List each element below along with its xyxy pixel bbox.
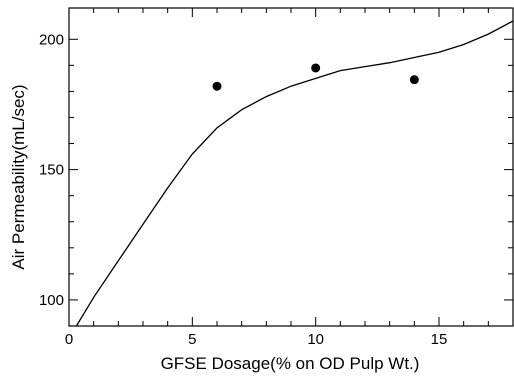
x-tick-label: 5 xyxy=(188,331,196,348)
data-point xyxy=(212,81,222,91)
plot-frame xyxy=(68,7,514,327)
fitted-curve-group xyxy=(75,20,514,327)
y-tick-label: 150 xyxy=(39,162,64,179)
y-tick-label: 200 xyxy=(39,31,64,48)
y-axis-title: Air Permeability(mL/sec) xyxy=(9,84,28,269)
axis-ticks xyxy=(68,8,513,326)
plot-border xyxy=(68,7,514,327)
x-axis-title: GFSE Dosage(% on OD Pulp Wt.) xyxy=(161,354,420,373)
y-tick-label: 100 xyxy=(39,292,64,309)
fitted-curve xyxy=(75,20,514,327)
x-tick-label: 0 xyxy=(65,331,73,348)
data-point xyxy=(311,63,321,73)
x-tick-label: 10 xyxy=(307,331,324,348)
data-points-group xyxy=(212,63,419,91)
data-point xyxy=(409,75,419,85)
axis-tick-labels: 0 5 10 15 100 150 200 xyxy=(39,31,447,348)
x-tick-label: 15 xyxy=(431,331,448,348)
